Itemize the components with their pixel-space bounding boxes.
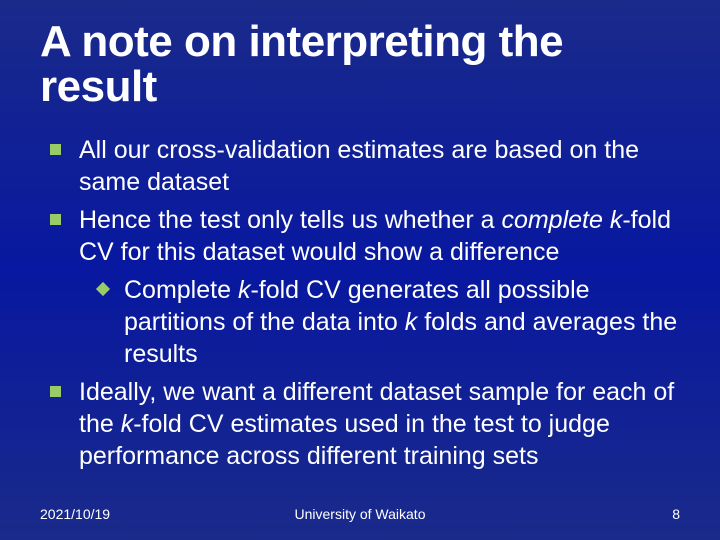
square-icon [50, 144, 61, 155]
square-icon [50, 386, 61, 397]
slide-footer: 2021/10/19 University of Waikato 8 [0, 506, 720, 522]
bullet-item: Hence the test only tells us whether a c… [50, 204, 680, 268]
footer-date: 2021/10/19 [40, 506, 110, 522]
slide-content: All our cross-validation estimates are b… [40, 134, 680, 472]
bullet-text: Ideally, we want a different dataset sam… [79, 376, 680, 472]
bullet-text: Complete k-fold CV generates all possibl… [124, 274, 680, 370]
sub-bullet-item: Complete k-fold CV generates all possibl… [98, 274, 680, 370]
square-icon [50, 214, 61, 225]
slide: A note on interpreting the result All ou… [0, 0, 720, 540]
diamond-icon [96, 282, 110, 296]
footer-affiliation: University of Waikato [295, 506, 426, 522]
bullet-text: Hence the test only tells us whether a c… [79, 204, 680, 268]
bullet-item: Ideally, we want a different dataset sam… [50, 376, 680, 472]
bullet-text: All our cross-validation estimates are b… [79, 134, 680, 198]
slide-title: A note on interpreting the result [40, 20, 680, 110]
footer-page-number: 8 [672, 506, 680, 522]
bullet-item: All our cross-validation estimates are b… [50, 134, 680, 198]
